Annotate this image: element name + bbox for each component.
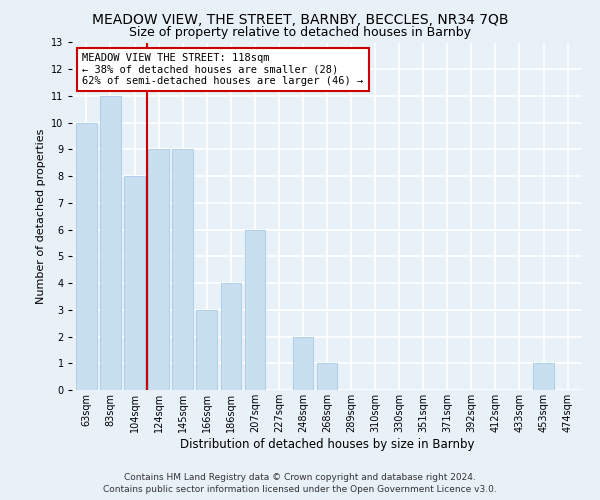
Text: MEADOW VIEW THE STREET: 118sqm
← 38% of detached houses are smaller (28)
62% of : MEADOW VIEW THE STREET: 118sqm ← 38% of … (82, 53, 364, 86)
Y-axis label: Number of detached properties: Number of detached properties (36, 128, 46, 304)
Bar (172, 150, 193, 390)
X-axis label: Distribution of detached houses by size in Barnby: Distribution of detached houses by size … (180, 438, 474, 451)
Bar (317, 364, 337, 390)
Bar (533, 364, 554, 390)
Bar (196, 310, 217, 390)
Bar (293, 336, 313, 390)
Bar (76, 122, 97, 390)
Bar (245, 230, 265, 390)
Bar (124, 176, 145, 390)
Text: Contains HM Land Registry data © Crown copyright and database right 2024.
Contai: Contains HM Land Registry data © Crown c… (103, 472, 497, 494)
Text: MEADOW VIEW, THE STREET, BARNBY, BECCLES, NR34 7QB: MEADOW VIEW, THE STREET, BARNBY, BECCLES… (92, 12, 508, 26)
Bar (221, 283, 241, 390)
Bar (148, 150, 169, 390)
Bar (100, 96, 121, 390)
Text: Size of property relative to detached houses in Barnby: Size of property relative to detached ho… (129, 26, 471, 39)
